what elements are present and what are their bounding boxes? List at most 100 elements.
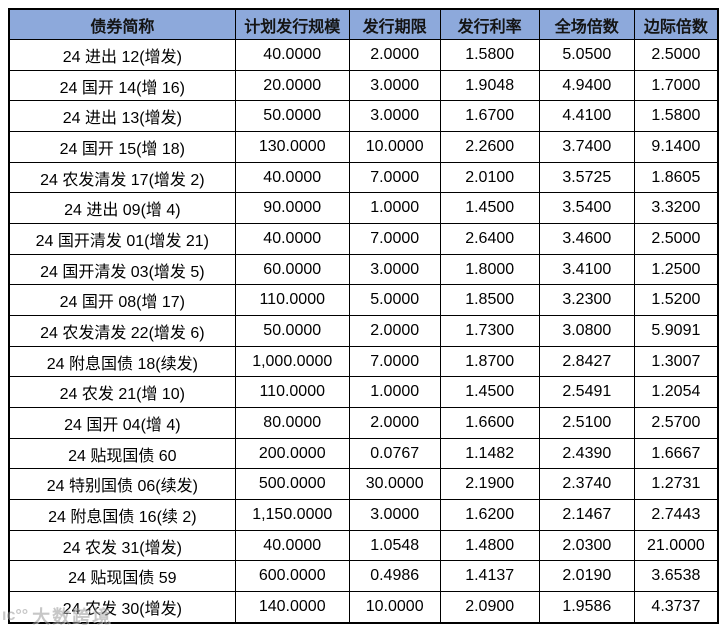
cell-marginal-multiple: 3.3200	[633, 192, 719, 225]
cell-issuance-term: 1.0000	[348, 376, 441, 409]
cell-issuance-term: 1.0548	[348, 529, 441, 562]
cell-full-bid-multiple: 2.3740	[538, 468, 635, 501]
cell-bond-name: 24 农发 30(增发)	[8, 591, 236, 624]
table-row: 24 国开 04(增 4) 80.0000 2.0000 1.6600 2.51…	[8, 407, 719, 439]
cell-bond-name: 24 国开 08(增 17)	[8, 284, 236, 317]
table-body: 24 进出 12(增发) 40.0000 2.0000 1.5800 5.050…	[8, 39, 719, 624]
table-row: 24 国开清发 01(增发 21) 40.0000 7.0000 2.6400 …	[8, 223, 719, 255]
cell-marginal-multiple: 2.7443	[633, 499, 719, 531]
cell-full-bid-multiple: 2.4390	[538, 437, 635, 470]
cell-issuance-rate: 1.7300	[439, 315, 540, 347]
cell-issuance-term: 1.0000	[348, 192, 441, 225]
table-row: 24 农发清发 22(增发 6) 50.0000 2.0000 1.7300 3…	[8, 315, 719, 347]
cell-bond-name: 24 附息国债 18(续发)	[8, 345, 236, 378]
cell-full-bid-multiple: 3.4100	[538, 253, 635, 286]
table-row: 24 贴现国债 59 600.0000 0.4986 1.4137 2.0190…	[8, 560, 719, 593]
cell-marginal-multiple: 9.1400	[633, 131, 719, 163]
cell-issuance-term: 5.0000	[348, 284, 441, 317]
cell-bond-name: 24 进出 09(增 4)	[8, 192, 236, 225]
cell-marginal-multiple: 1.2054	[633, 376, 719, 409]
header-issuance-rate: 发行利率	[439, 8, 540, 40]
cell-issuance-term: 0.4986	[348, 560, 441, 593]
cell-issuance-rate: 2.1900	[439, 468, 540, 501]
cell-planned-issuance-scale: 40.0000	[234, 223, 350, 255]
cell-bond-name: 24 贴现国债 59	[8, 560, 236, 593]
table-row: 24 进出 13(增发) 50.0000 3.0000 1.6700 4.410…	[8, 100, 719, 133]
cell-planned-issuance-scale: 80.0000	[234, 407, 350, 439]
cell-issuance-rate: 2.0900	[439, 591, 540, 624]
table-row: 24 农发清发 17(增发 2) 40.0000 7.0000 2.0100 3…	[8, 161, 719, 194]
cell-full-bid-multiple: 2.5100	[538, 407, 635, 439]
cell-full-bid-multiple: 3.2300	[538, 284, 635, 317]
table-header: 债券简称 计划发行规模 发行期限 发行利率 全场倍数 边际倍数	[8, 8, 719, 40]
cell-bond-name: 24 进出 12(增发)	[8, 39, 236, 71]
cell-issuance-rate: 1.6700	[439, 100, 540, 133]
cell-issuance-rate: 1.8000	[439, 253, 540, 286]
cell-planned-issuance-scale: 50.0000	[234, 315, 350, 347]
table-row: 24 特别国债 06(续发) 500.0000 30.0000 2.1900 2…	[8, 468, 719, 501]
cell-bond-name: 24 特别国债 06(续发)	[8, 468, 236, 501]
table-row: 24 进出 12(增发) 40.0000 2.0000 1.5800 5.050…	[8, 39, 719, 71]
cell-issuance-term: 3.0000	[348, 69, 441, 102]
cell-issuance-rate: 1.1482	[439, 437, 540, 470]
cell-bond-name: 24 进出 13(增发)	[8, 100, 236, 133]
cell-issuance-term: 3.0000	[348, 499, 441, 531]
table-row: 24 贴现国债 60 200.0000 0.0767 1.1482 2.4390…	[8, 437, 719, 470]
cell-bond-name: 24 国开 15(增 18)	[8, 131, 236, 163]
cell-issuance-term: 30.0000	[348, 468, 441, 501]
cell-issuance-term: 2.0000	[348, 407, 441, 439]
cell-planned-issuance-scale: 500.0000	[234, 468, 350, 501]
cell-bond-name: 24 农发清发 17(增发 2)	[8, 161, 236, 194]
cell-marginal-multiple: 1.5200	[633, 284, 719, 317]
cell-issuance-rate: 1.4800	[439, 529, 540, 562]
cell-bond-name: 24 农发 31(增发)	[8, 529, 236, 562]
cell-marginal-multiple: 1.6667	[633, 437, 719, 470]
cell-full-bid-multiple: 2.5491	[538, 376, 635, 409]
cell-planned-issuance-scale: 200.0000	[234, 437, 350, 470]
cell-full-bid-multiple: 4.4100	[538, 100, 635, 133]
cell-bond-name: 24 贴现国债 60	[8, 437, 236, 470]
cell-marginal-multiple: 2.5000	[633, 223, 719, 255]
cell-planned-issuance-scale: 600.0000	[234, 560, 350, 593]
cell-marginal-multiple: 3.6538	[633, 560, 719, 593]
cell-planned-issuance-scale: 20.0000	[234, 69, 350, 102]
table-row: 24 国开 08(增 17) 110.0000 5.0000 1.8500 3.…	[8, 284, 719, 317]
cell-planned-issuance-scale: 90.0000	[234, 192, 350, 225]
cell-planned-issuance-scale: 140.0000	[234, 591, 350, 624]
cell-issuance-term: 3.0000	[348, 253, 441, 286]
cell-marginal-multiple: 5.9091	[633, 315, 719, 347]
table-row: 24 国开 14(增 16) 20.0000 3.0000 1.9048 4.9…	[8, 69, 719, 102]
cell-bond-name: 24 国开 14(增 16)	[8, 69, 236, 102]
table-row: 24 农发 21(增 10) 110.0000 1.0000 1.4500 2.…	[8, 376, 719, 409]
header-marginal-multiple: 边际倍数	[633, 8, 719, 40]
bond-issuance-table: 债券简称 计划发行规模 发行期限 发行利率 全场倍数 边际倍数 24 进出 12…	[8, 8, 719, 624]
cell-marginal-multiple: 1.7000	[633, 69, 719, 102]
cell-issuance-term: 7.0000	[348, 223, 441, 255]
cell-bond-name: 24 农发 21(增 10)	[8, 376, 236, 409]
cell-marginal-multiple: 1.5800	[633, 100, 719, 133]
cell-full-bid-multiple: 3.5725	[538, 161, 635, 194]
cell-marginal-multiple: 1.3007	[633, 345, 719, 378]
cell-full-bid-multiple: 2.8427	[538, 345, 635, 378]
cell-issuance-term: 7.0000	[348, 345, 441, 378]
cell-issuance-term: 7.0000	[348, 161, 441, 194]
table-row: 24 附息国债 18(续发) 1,000.0000 7.0000 1.8700 …	[8, 345, 719, 378]
cell-issuance-rate: 2.0100	[439, 161, 540, 194]
cell-issuance-term: 10.0000	[348, 131, 441, 163]
cell-issuance-rate: 1.6600	[439, 407, 540, 439]
cell-issuance-rate: 1.6200	[439, 499, 540, 531]
cell-full-bid-multiple: 3.0800	[538, 315, 635, 347]
cell-full-bid-multiple: 2.0300	[538, 529, 635, 562]
cell-planned-issuance-scale: 40.0000	[234, 161, 350, 194]
cell-issuance-rate: 2.2600	[439, 131, 540, 163]
cell-full-bid-multiple: 1.9586	[538, 591, 635, 624]
cell-issuance-term: 2.0000	[348, 39, 441, 71]
cell-issuance-rate: 2.6400	[439, 223, 540, 255]
cell-marginal-multiple: 1.8605	[633, 161, 719, 194]
cell-bond-name: 24 国开清发 01(增发 21)	[8, 223, 236, 255]
cell-marginal-multiple: 2.5000	[633, 39, 719, 71]
cell-planned-issuance-scale: 1,150.0000	[234, 499, 350, 531]
cell-planned-issuance-scale: 50.0000	[234, 100, 350, 133]
table-row: 24 农发 31(增发) 40.0000 1.0548 1.4800 2.030…	[8, 529, 719, 562]
